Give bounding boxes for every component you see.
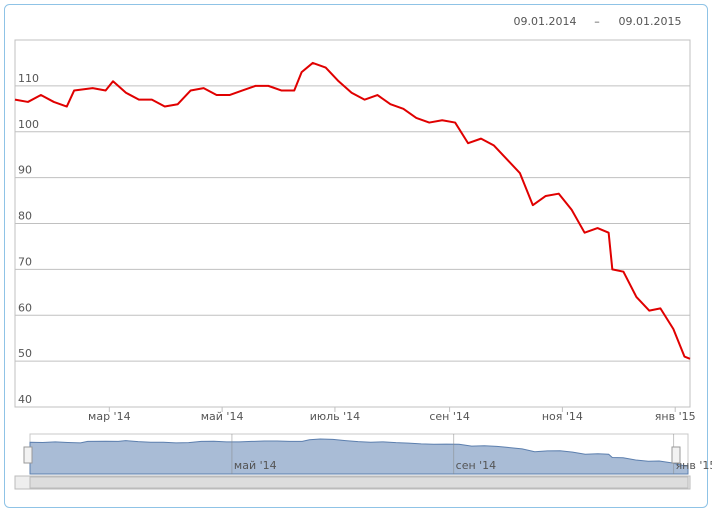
line: [14, 61, 691, 360]
navigator-handle-left[interactable]: [23, 446, 33, 464]
navigator-tick-label: май '14: [234, 459, 277, 472]
scrollbar-thumb[interactable]: [29, 476, 689, 489]
y-tick-label: 70: [18, 255, 32, 268]
range-to: 09.01.2015: [619, 15, 682, 28]
y-tick-label: 50: [18, 347, 32, 360]
y-tick-label: 80: [18, 210, 32, 223]
y-tick-label: 100: [18, 118, 39, 131]
x-tick-label: сен '14: [429, 410, 470, 423]
x-tick-label: мар '14: [88, 410, 131, 423]
navigator-area: [29, 438, 689, 475]
frame: [4, 4, 708, 508]
x-tick-label: янв '15: [655, 410, 696, 423]
x-tick-label: май '14: [201, 410, 244, 423]
y-tick-label: 60: [18, 301, 32, 314]
navigator-tick-label: янв '15: [676, 459, 712, 472]
x-tick-label: ноя '14: [542, 410, 583, 423]
y-tick-label: 90: [18, 164, 32, 177]
x-tick-label: июль '14: [310, 410, 360, 423]
navigator-tick-label: сен '14: [456, 459, 497, 472]
range-separator: –: [594, 15, 600, 28]
y-tick-label: 40: [18, 393, 32, 406]
navigator-handle-right[interactable]: [671, 446, 681, 464]
range-from: 09.01.2014: [514, 15, 577, 28]
y-tick-label: 110: [18, 72, 39, 85]
